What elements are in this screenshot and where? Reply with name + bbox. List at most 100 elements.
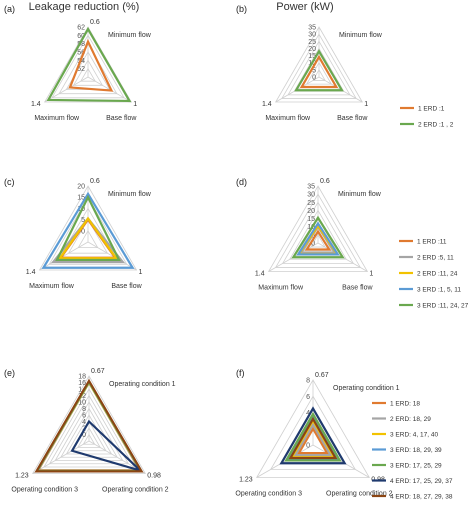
grid-ring <box>65 414 113 455</box>
legend-label: 3 ERD :1, 5, 11 <box>417 287 461 294</box>
axis-value-2: 1 <box>364 101 368 108</box>
grid-ring <box>67 218 109 254</box>
grid-ring <box>82 433 96 445</box>
legend-label: 1 ERD :1 <box>418 106 445 113</box>
legend-label: 1 ERD: 18 <box>390 401 420 408</box>
tick-label: 52 <box>77 66 85 73</box>
tick-label: 56 <box>77 50 85 57</box>
axis-value-3: 1.4 <box>262 101 272 108</box>
panel-label: (d) <box>236 177 247 187</box>
axis-value-2: 1 <box>133 101 137 108</box>
axis-name-2: Operating condition 2 <box>102 487 169 494</box>
legend-label: 4 ERD: 18, 27, 29, 38 <box>390 494 453 501</box>
axis-value-3: 1.4 <box>26 269 36 276</box>
grid-ring <box>77 427 101 448</box>
series-5 <box>284 411 342 462</box>
series-4 <box>41 191 135 269</box>
grid-ring <box>267 185 369 272</box>
axis-name-1: Operating condition 1 <box>109 381 176 388</box>
legend-label: 2 ERD :1 , 2 <box>418 122 454 129</box>
axis-name-1: Minimum flow <box>108 32 152 39</box>
tick-label: 4 <box>306 410 310 417</box>
legend-label: 1 ERD :11 <box>417 239 447 246</box>
grid-ring <box>48 196 128 265</box>
tick-label: 35 <box>307 184 315 191</box>
axis-name-2: Base flow <box>111 283 142 290</box>
legend-label: 4 ERD: 17, 25, 29, 37 <box>390 478 453 485</box>
grid-ring <box>270 395 356 470</box>
grid-ring <box>51 34 125 99</box>
series-1 <box>304 229 332 251</box>
axis-value-1: 0.6 <box>90 19 100 26</box>
axis-name-1: Minimum flow <box>338 191 382 198</box>
legend: 1 ERD: 18 2 ERD: 18, 29 3 ERD: 4, 17, 40 3 … <box>372 401 453 501</box>
series-7 <box>34 378 144 473</box>
tick-label: 58 <box>77 41 85 48</box>
series-6 <box>70 419 141 472</box>
grid-ring <box>32 375 146 474</box>
axis-spoke <box>32 440 90 474</box>
tick-label: 18 <box>78 374 86 381</box>
tick-label: 5 <box>312 67 316 74</box>
panel-label: (e) <box>4 368 15 378</box>
grid-ring <box>80 67 96 82</box>
legend-label: 3 ERD: 4, 17, 40 <box>390 432 438 439</box>
radar-panel-1: (a) Leakage reduction (%)5254565860620.61… <box>4 1 152 122</box>
tick-label: 4 <box>82 419 86 426</box>
series-1 <box>299 54 339 89</box>
tick-label: 62 <box>77 25 85 32</box>
panel-label: (f) <box>236 368 245 378</box>
tick-label: 8 <box>306 378 310 385</box>
tick-label: 20 <box>77 184 85 191</box>
axis-name-3: Maximum flow <box>29 283 75 290</box>
grid-ring <box>289 209 347 260</box>
axis-name-1: Operating condition 1 <box>333 385 400 392</box>
grid-ring <box>38 185 138 271</box>
axis-spoke <box>88 440 146 474</box>
axis-name-2: Operating condition 2 <box>326 491 393 498</box>
axis-name-3: Maximum flow <box>258 285 304 292</box>
axis-value-1: 0.67 <box>91 368 105 375</box>
axis-spoke <box>44 76 89 103</box>
tick-label: 0 <box>81 228 85 235</box>
radar-panel-5: (e)0246810121416180.670.981.23Operating … <box>4 368 176 494</box>
axis-value-2: 1 <box>369 271 373 278</box>
axis-name-2: Base flow <box>342 285 373 292</box>
tick-label: 15 <box>307 216 315 223</box>
grid-ring <box>282 201 354 264</box>
tick-label: 20 <box>308 46 316 53</box>
axis-name-1: Minimum flow <box>108 191 152 198</box>
axis-name-2: Base flow <box>337 115 368 122</box>
grid-ring <box>275 26 363 103</box>
tick-label: 5 <box>81 217 85 224</box>
series-3 <box>57 216 119 260</box>
tick-label: 8 <box>82 406 86 413</box>
axis-value-1: 0.6 <box>320 178 330 185</box>
tick-label: 30 <box>308 32 316 39</box>
tick-label: 60 <box>77 33 85 40</box>
tick-label: 14 <box>78 387 86 394</box>
axis-value-2: 0.98 <box>147 473 161 480</box>
series-5 <box>55 194 121 262</box>
grid-ring <box>256 379 370 478</box>
series-2 <box>50 216 126 264</box>
legend: 1 ERD :1 2 ERD :1 , 2 <box>400 106 454 129</box>
axis-spoke <box>87 241 137 271</box>
tick-label: 0 <box>306 443 310 450</box>
tick-label: 0 <box>312 75 316 82</box>
tick-label: 30 <box>307 192 315 199</box>
grid-ring <box>310 234 326 248</box>
legend-label: 3 ERD :11, 24, 27 <box>417 303 469 310</box>
series-5 <box>291 215 345 259</box>
series-1 <box>68 38 114 92</box>
chart-title: Leakage reduction (%) <box>29 1 140 13</box>
axis-value-1: 0.6 <box>90 178 100 185</box>
series-6 <box>279 406 347 465</box>
grid-ring <box>54 401 124 461</box>
series-4 <box>296 221 340 256</box>
panel-label: (c) <box>4 177 15 187</box>
panel-label: (b) <box>236 4 247 14</box>
legend-label: 2 ERD :5, 11 <box>417 255 454 262</box>
